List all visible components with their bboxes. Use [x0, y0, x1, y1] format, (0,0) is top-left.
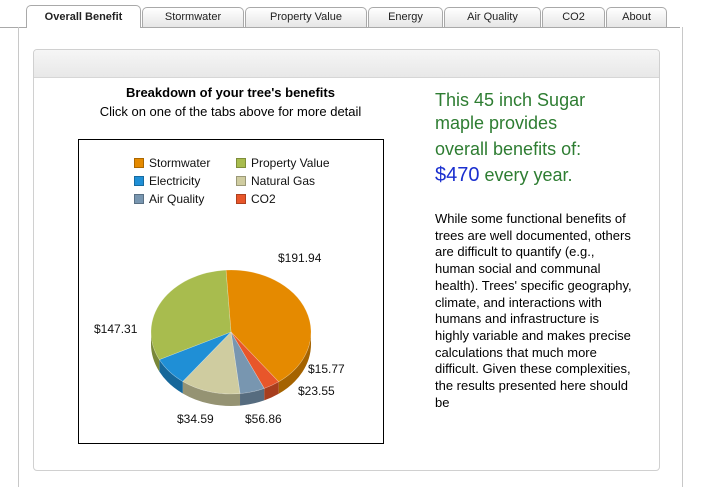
summary-line-3: overall benefits of: — [435, 139, 582, 159]
summary-line-2: maple provides — [435, 113, 558, 133]
legend-swatch — [236, 194, 246, 204]
pie-graphic — [150, 269, 312, 406]
legend-item-co2: CO2 — [236, 192, 276, 206]
breakdown-subtitle: Click on one of the tabs above for more … — [99, 104, 362, 119]
pie-side-property-value — [151, 332, 160, 372]
tab-energy[interactable]: Energy — [368, 7, 443, 27]
pie-slice-air-quality[interactable] — [230, 331, 265, 394]
tab-co2[interactable]: CO2 — [542, 7, 605, 27]
tab-about[interactable]: About — [606, 7, 667, 27]
disclaimer-paragraph: While some functional benefits of trees … — [435, 211, 632, 410]
legend-swatch — [134, 194, 144, 204]
pie-label-natural-gas: $56.86 — [245, 412, 282, 426]
legend-item-electricity: Electricity — [134, 174, 200, 188]
pie-side-natural-gas — [182, 381, 241, 406]
legend-label: Electricity — [149, 174, 201, 188]
pie-side-stormwater — [278, 332, 311, 394]
tab-baseline-left — [0, 27, 26, 28]
legend-item-property-value: Property Value — [236, 156, 330, 170]
tab-baseline-right — [140, 27, 680, 28]
pie-label-air-quality: $23.55 — [298, 384, 335, 398]
tab-overall-benefit[interactable]: Overall Benefit — [26, 5, 141, 28]
pie-slice-stormwater[interactable] — [225, 269, 312, 383]
pie-label-property-value: $147.31 — [94, 322, 138, 336]
pie-side-air-quality — [240, 388, 265, 406]
benefit-amount: $470 — [435, 164, 480, 186]
pie-slice-co2[interactable] — [230, 331, 280, 389]
pie-side-electricity — [159, 359, 183, 394]
tab-air-quality[interactable]: Air Quality — [444, 7, 541, 27]
legend-label: Air Quality — [149, 192, 205, 206]
legend-item-stormwater: Stormwater — [134, 156, 210, 170]
legend-swatch — [134, 158, 144, 168]
panel-header — [34, 50, 659, 78]
content-frame — [18, 27, 683, 487]
pie-slice-electricity[interactable] — [158, 331, 232, 382]
legend-item-air-quality: Air Quality — [134, 192, 204, 206]
pie-slice-natural-gas[interactable] — [182, 331, 241, 395]
legend-item-natural-gas: Natural Gas — [236, 174, 315, 188]
pie-label-stormwater: $191.94 — [278, 251, 322, 265]
legend-label: CO2 — [251, 192, 276, 206]
legend-swatch — [236, 176, 246, 186]
pie-label-electricity: $34.59 — [177, 412, 214, 426]
breakdown-title: Breakdown of your tree's benefits — [126, 85, 335, 100]
pie-side-co2 — [264, 381, 279, 401]
benefit-pie-chart: Stormwater Property Value Electricity Na… — [78, 139, 384, 444]
legend-label: Stormwater — [149, 156, 211, 170]
tab-property-value[interactable]: Property Value — [245, 7, 367, 27]
legend-label: Property Value — [251, 156, 330, 170]
legend-label: Natural Gas — [251, 174, 316, 188]
summary-line-1: This 45 inch Sugar — [435, 90, 586, 110]
legend-swatch — [134, 176, 144, 186]
benefit-period: every year. — [479, 165, 573, 185]
pie-slice-property-value[interactable] — [150, 269, 232, 360]
summary-amount-line: $470 every year. — [435, 162, 573, 188]
pie-label-co2: $15.77 — [308, 362, 345, 376]
legend-swatch — [236, 158, 246, 168]
tab-bar: Overall Benefit Stormwater Property Valu… — [0, 0, 703, 28]
tab-stormwater[interactable]: Stormwater — [142, 7, 244, 27]
